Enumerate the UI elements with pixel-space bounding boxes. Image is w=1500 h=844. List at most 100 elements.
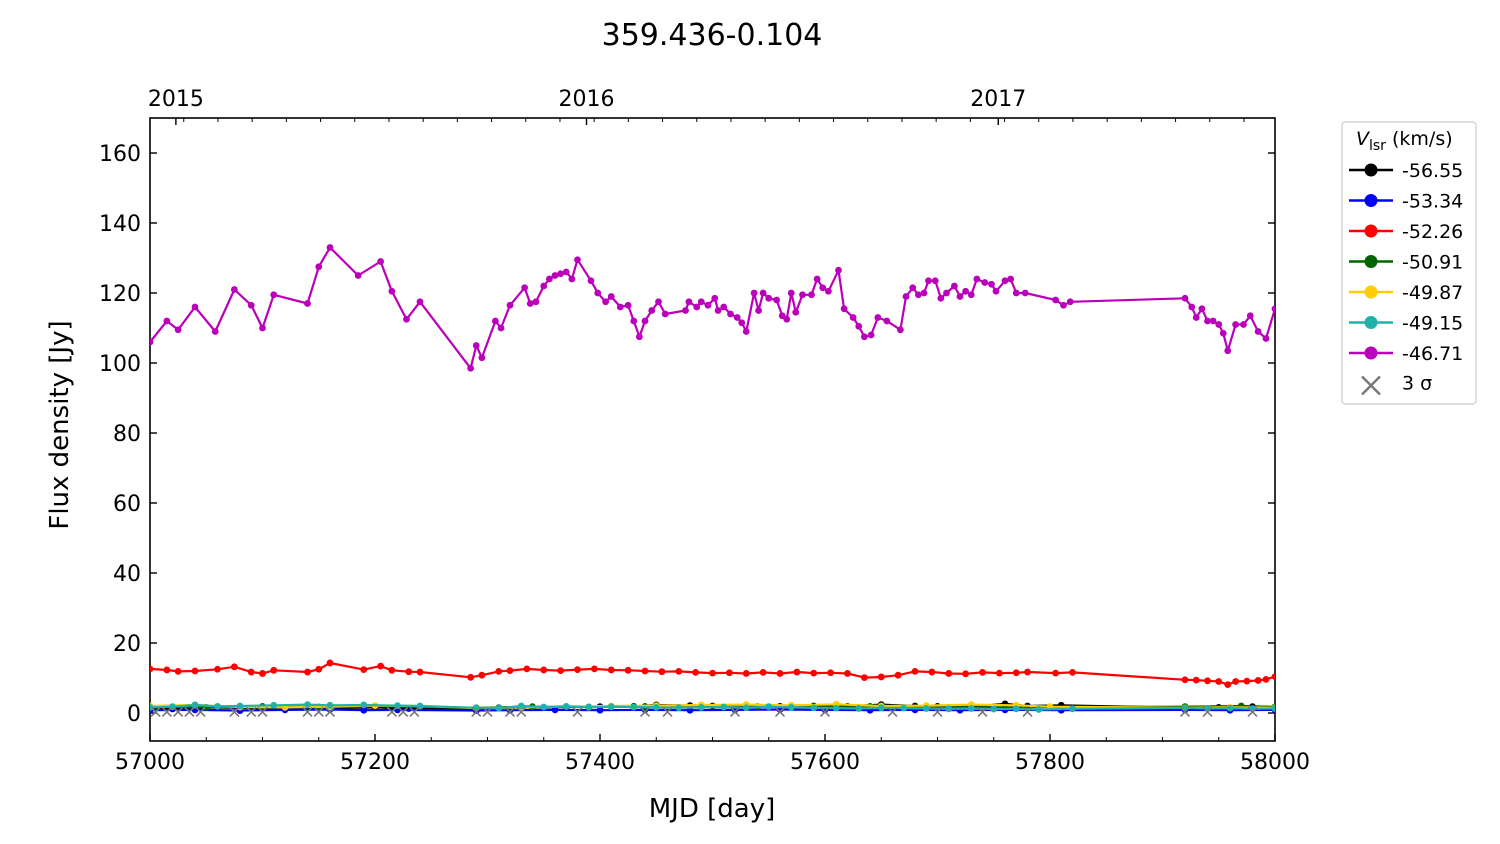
data-point [773, 296, 781, 304]
data-point [792, 308, 800, 316]
legend-marker [1364, 224, 1378, 238]
data-point [495, 667, 503, 675]
data-point [827, 669, 835, 677]
data-point [742, 670, 750, 677]
sigma-marker [572, 706, 583, 718]
data-point [478, 354, 486, 362]
data-point [540, 666, 548, 674]
legend-box [1341, 121, 1477, 405]
data-point [874, 314, 882, 321]
data-point [377, 258, 385, 265]
data-point [1254, 677, 1262, 684]
data-point [1181, 676, 1189, 684]
data-point [191, 667, 199, 675]
plot-frame [149, 117, 1276, 742]
top-tick-label: 2015 [148, 87, 204, 112]
data-point [685, 298, 693, 306]
legend-item: -49.15 [1349, 313, 1463, 335]
sigma-marker [1179, 706, 1191, 718]
data-point [914, 291, 922, 299]
data-point [1035, 706, 1043, 713]
data-point [832, 704, 840, 712]
data-point [540, 282, 548, 290]
data-point [1012, 669, 1020, 677]
data-point [326, 701, 334, 709]
sigma-marker [1202, 706, 1213, 718]
data-point [624, 666, 632, 674]
data-point [900, 704, 908, 712]
data-point [720, 703, 728, 711]
data-point [1024, 668, 1031, 676]
data-point [1226, 704, 1234, 712]
data-point [1271, 673, 1275, 680]
legend-item: -56.55 [1349, 160, 1463, 182]
data-point [943, 289, 950, 297]
data-point [720, 303, 728, 311]
data-point [405, 668, 413, 676]
legend: Vlsr (km/s) -56.55 -53.34 -52.26 -50.91 -49.… [1341, 121, 1477, 405]
top-year-axis: 2015 2016 2017 [148, 87, 1245, 125]
y-tick-label: 120 [99, 282, 141, 307]
data-point [594, 289, 602, 297]
data-point [388, 666, 396, 674]
data-point [641, 667, 649, 675]
data-point [478, 671, 486, 679]
legend-item-3-sigma: 3 σ [1361, 373, 1432, 396]
legend-label: -46.71 [1402, 343, 1463, 365]
data-point [793, 668, 801, 676]
y-tick-label: 140 [99, 212, 141, 237]
data-point [1271, 705, 1275, 712]
legend-marker [1364, 163, 1378, 177]
data-point [661, 310, 669, 318]
data-point [607, 293, 615, 300]
data-point [247, 668, 255, 676]
legend-label: -52.26 [1402, 221, 1463, 243]
data-point [750, 289, 758, 297]
data-point [902, 293, 910, 300]
data-point [709, 669, 716, 677]
sigma-marker [977, 706, 988, 718]
y-tick-label: 40 [113, 562, 141, 587]
data-point [616, 303, 624, 311]
data-point [596, 706, 604, 714]
data-point [979, 669, 986, 676]
data-point [1052, 669, 1060, 677]
y-tick-label: 20 [113, 632, 141, 657]
sigma-marker [324, 706, 336, 718]
data-point [742, 328, 750, 335]
data-point [403, 315, 410, 323]
sigma-marker [386, 706, 397, 718]
legend-label: -49.15 [1402, 313, 1463, 335]
legend-marker [1364, 285, 1378, 299]
x-tick-label: 57400 [565, 750, 635, 775]
data-point [1060, 301, 1067, 309]
data-point [315, 263, 323, 271]
data-point [230, 286, 238, 293]
data-point [742, 704, 750, 712]
data-point [1188, 303, 1196, 311]
data-point [877, 704, 885, 712]
data-point [1069, 669, 1076, 676]
data-point [652, 704, 660, 711]
sigma-marker [729, 706, 741, 718]
data-point [545, 275, 553, 283]
data-point [835, 266, 842, 274]
data-point [1215, 321, 1223, 328]
sigma-marker [229, 706, 240, 718]
data-point [1219, 329, 1227, 337]
data-point [697, 704, 705, 711]
data-point [783, 315, 791, 323]
y-tick-label: 80 [113, 422, 141, 447]
data-point [1204, 677, 1211, 685]
data-point [727, 310, 734, 318]
data-point [472, 342, 480, 349]
data-point [304, 300, 311, 307]
data-point [377, 662, 385, 670]
data-point [896, 326, 904, 334]
sigma-marker [195, 706, 206, 718]
data-point [1262, 335, 1270, 342]
data-point [230, 663, 238, 671]
data-point [810, 704, 818, 712]
sigma-marker [1247, 706, 1258, 718]
data-point [697, 298, 705, 306]
